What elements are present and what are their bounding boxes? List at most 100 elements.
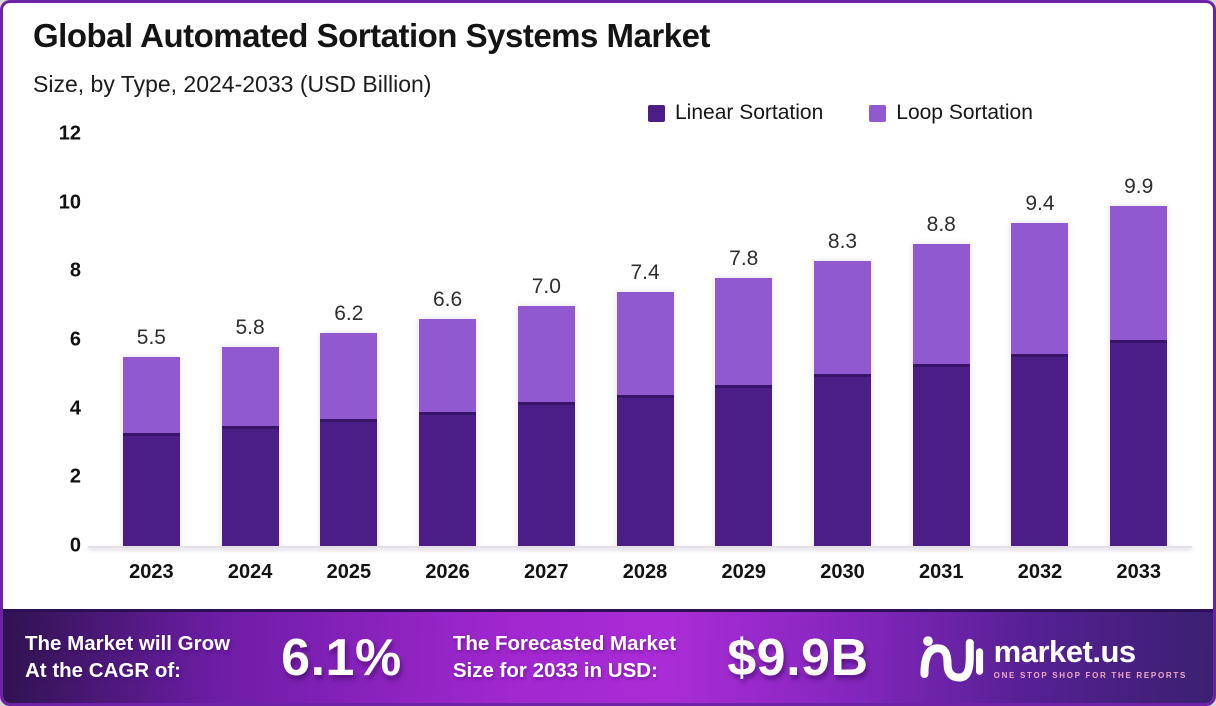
brand-logo: market.us ONE STOP SHOP FOR THE REPORTS	[920, 631, 1187, 685]
x-tick-label: 2028	[622, 561, 668, 583]
bar-segment-linear	[517, 401, 575, 546]
x-axis-line	[88, 546, 1192, 548]
brand-tagline: ONE STOP SHOP FOR THE REPORTS	[993, 670, 1187, 680]
legend-label: Linear Sortation	[675, 101, 824, 124]
bar-segment-loop	[1011, 223, 1069, 354]
bar-value-label: 7.4	[630, 260, 660, 284]
x-tick-label: 2026	[425, 561, 470, 583]
cagr-label: The Market will Grow At the CAGR of:	[25, 631, 230, 683]
y-tick-label: 10	[58, 191, 81, 214]
bar-column: 7.8	[694, 134, 793, 546]
y-tick-label: 2	[69, 465, 81, 488]
bar-segment-linear	[221, 425, 279, 546]
bar-value-label: 5.5	[136, 326, 166, 350]
bar-segment-linear	[419, 412, 477, 546]
bar-segment-loop	[616, 291, 674, 395]
y-tick-label: 6	[69, 328, 81, 351]
x-tick-label: 2030	[820, 561, 865, 583]
bar-column: 7.4	[596, 134, 695, 546]
forecast-label-line2: Size for 2033 in USD:	[452, 658, 658, 682]
x-tick-label: 2027	[524, 561, 569, 583]
x-tick-label: 2023	[129, 561, 174, 583]
chart-title: Global Automated Sortation Systems Marke…	[33, 17, 710, 54]
chart-subtitle: Size, by Type, 2024-2033 (USD Billion)	[33, 71, 432, 97]
bar-value-label: 9.9	[1124, 175, 1154, 199]
cagr-label-line2: At the CAGR of:	[25, 658, 182, 682]
stacked-bar	[715, 278, 773, 546]
legend-item-loop: Loop Sortation	[869, 101, 1033, 125]
y-axis: 0 2 4 6 8 10 12	[33, 123, 81, 557]
bar-segment-linear	[912, 364, 970, 546]
stacked-bar	[419, 319, 477, 546]
legend: Linear Sortation Loop Sortation	[648, 101, 1033, 125]
bar-segment-linear	[1110, 340, 1168, 546]
y-tick-label: 0	[69, 534, 81, 557]
bar-column: 5.5	[102, 134, 201, 546]
bar-segment-loop	[1110, 206, 1168, 340]
forecast-label: The Forecasted Market Size for 2033 in U…	[453, 631, 676, 683]
bar-segment-linear	[320, 418, 378, 546]
brand-name: market.us	[993, 633, 1136, 669]
plot-area: 5.5 5.8 6.2 6.6 7.0 7.4 7.8 8.3 8.8 9.4 9.9	[88, 134, 1192, 548]
footer-banner: The Market will Grow At the CAGR of: 6.1…	[3, 609, 1213, 703]
bar-column: 6.2	[299, 134, 398, 546]
bar-value-label: 7.0	[531, 274, 561, 298]
legend-swatch	[869, 104, 887, 122]
legend-label: Loop Sortation	[896, 101, 1033, 124]
bar-columns: 5.5 5.8 6.2 6.6 7.0 7.4 7.8 8.3 8.8 9.4 9.9	[102, 134, 1188, 546]
x-tick-label: 2033	[1116, 561, 1161, 583]
bar-segment-loop	[122, 357, 180, 433]
bar-value-label: 6.6	[432, 288, 463, 312]
bar-column: 8.3	[793, 134, 892, 546]
stacked-bar	[1011, 223, 1069, 546]
stacked-bar	[122, 357, 180, 546]
bar-value-label: 6.2	[334, 302, 364, 326]
cagr-label-line1: The Market will Grow	[25, 632, 231, 656]
bar-column: 6.6	[398, 134, 497, 546]
x-tick-label: 2032	[1017, 561, 1063, 583]
stacked-bar	[1110, 206, 1168, 546]
bar-segment-loop	[912, 243, 970, 365]
bar-value-label: 7.8	[729, 247, 759, 271]
bar-column: 9.9	[1089, 134, 1188, 546]
x-tick-label: 2025	[326, 561, 372, 583]
bar-segment-linear	[715, 384, 773, 546]
cagr-value: 6.1%	[281, 628, 402, 687]
stacked-bar	[517, 305, 575, 546]
bar-segment-linear	[814, 374, 871, 546]
bar-column: 9.4	[991, 134, 1090, 546]
y-tick-label: 12	[58, 122, 81, 145]
marketus-wave-icon	[920, 635, 983, 682]
forecast-value: $9.9B	[727, 628, 869, 687]
bar-value-label: 8.8	[926, 212, 956, 236]
stacked-bar	[616, 291, 674, 546]
stacked-bar	[320, 333, 378, 546]
bar-segment-loop	[419, 319, 477, 413]
bar-value-label: 8.3	[827, 230, 858, 254]
bar-segment-linear	[122, 432, 180, 546]
bar-segment-loop	[221, 346, 279, 426]
legend-item-linear: Linear Sortation	[648, 101, 823, 125]
bar-column: 8.8	[892, 134, 991, 546]
x-tick-label: 2024	[227, 561, 273, 583]
bar-segment-loop	[517, 305, 575, 402]
bar-segment-linear	[1011, 353, 1069, 546]
bar-segment-linear	[616, 394, 674, 546]
x-tick-label: 2029	[721, 561, 767, 583]
bar-column: 7.0	[497, 134, 596, 546]
bar-segment-loop	[320, 333, 378, 419]
x-tick-label: 2031	[918, 561, 964, 583]
stacked-bar	[912, 243, 970, 546]
bar-segment-loop	[814, 261, 871, 375]
bar-column: 5.8	[201, 134, 300, 546]
x-axis: 2023 2024 2025 2026 2027 2028 2029 2030 2031 2032…	[102, 561, 1188, 584]
y-tick-label: 4	[69, 397, 81, 420]
stacked-bar	[221, 346, 279, 546]
forecast-label-line1: The Forecasted Market	[452, 632, 677, 656]
legend-swatch	[648, 104, 665, 122]
y-tick-label: 8	[69, 259, 81, 282]
bar-segment-loop	[715, 278, 773, 385]
stacked-bar	[814, 261, 871, 546]
brand-text: market.us ONE STOP SHOP FOR THE REPORTS	[994, 636, 1187, 680]
